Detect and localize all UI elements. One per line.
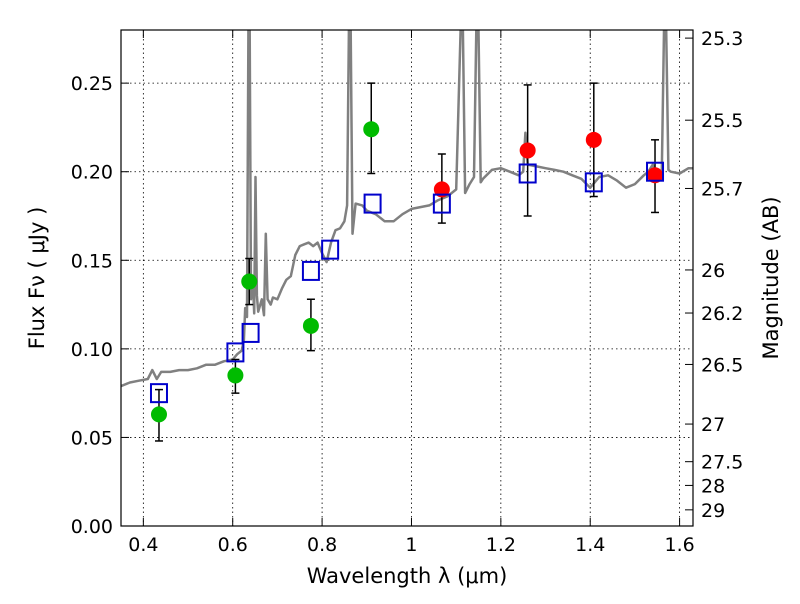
plot-frame xyxy=(120,29,694,527)
right-tick-label: 25.7 xyxy=(701,178,743,200)
model-square xyxy=(646,161,665,182)
x-tick-label: 1.4 xyxy=(575,534,605,556)
right-tick-label: 27 xyxy=(701,414,725,436)
plot-background xyxy=(121,30,693,526)
data-point xyxy=(150,406,167,423)
spectrum-line xyxy=(121,30,693,388)
model-square xyxy=(226,342,245,363)
y-tick-label: 0.10 xyxy=(71,339,113,361)
x-tick-label: 0.4 xyxy=(128,534,158,556)
x-tick-label: 1.2 xyxy=(486,534,516,556)
data-point xyxy=(647,167,664,184)
data-point xyxy=(227,367,244,384)
model-square xyxy=(363,193,382,214)
right-tick-label: 27.5 xyxy=(701,452,743,474)
x-tick-label: 0.8 xyxy=(307,534,337,556)
data-point xyxy=(433,181,450,198)
data-point xyxy=(519,142,536,159)
y-axis-right-label: Magnitude (AB) xyxy=(759,196,783,359)
data-point xyxy=(585,131,602,148)
x-tick-label: 0.6 xyxy=(218,534,248,556)
model-square xyxy=(301,260,320,281)
right-tick-label: 26.5 xyxy=(701,354,743,376)
y-tick-label: 0.00 xyxy=(71,516,113,538)
model-square xyxy=(241,322,260,343)
x-axis-label: Wavelength λ (μm) xyxy=(307,564,508,588)
data-point xyxy=(241,273,258,290)
x-tick-label: 1.6 xyxy=(664,534,694,556)
y-axis-label: Flux Fν ( μJy ) xyxy=(25,207,49,350)
right-tick-label: 25.3 xyxy=(701,28,743,50)
right-tick-label: 26.2 xyxy=(701,303,743,325)
model-square xyxy=(518,163,537,184)
model-square xyxy=(321,239,340,260)
plot-area xyxy=(121,30,693,442)
right-tick-label: 29 xyxy=(701,500,725,522)
right-tick-label: 26 xyxy=(701,260,725,282)
y-tick-label: 0.20 xyxy=(71,162,113,184)
y-tick-label: 0.25 xyxy=(71,73,113,95)
right-tick-label: 25.5 xyxy=(701,110,743,132)
y-tick-label: 0.05 xyxy=(71,427,113,449)
y-tick-label: 0.15 xyxy=(71,250,113,272)
data-point xyxy=(302,317,319,334)
model-square xyxy=(584,172,603,193)
model-square xyxy=(432,193,451,214)
axes: 0.4 0.6 0.8 1 1.2 1.4 1.6 0.00 0.05 0.10 0.15 0.20 0… xyxy=(71,28,744,556)
right-tick-label: 28 xyxy=(701,475,725,497)
x-tick-label: 1 xyxy=(405,534,417,556)
data-point xyxy=(363,121,380,138)
model-square xyxy=(149,383,168,404)
